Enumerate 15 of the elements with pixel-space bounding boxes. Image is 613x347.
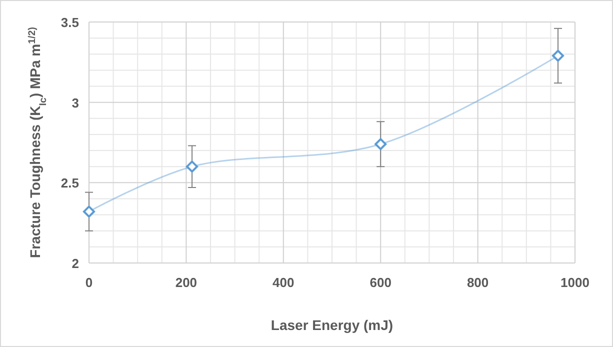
y-tick-label: 3 [72, 95, 79, 110]
point [186, 160, 198, 173]
x-tick-label: 800 [466, 275, 489, 290]
y-tick-label: 2.5 [60, 176, 79, 191]
y-tick-label: 3.5 [60, 15, 79, 30]
x-axis-title: Laser Energy (mJ) [270, 317, 394, 333]
x-tick-label: 0 [85, 275, 93, 290]
x-tick-label: 1000 [560, 275, 590, 290]
point [374, 138, 387, 150]
x-tick-label: 200 [175, 275, 198, 290]
point [83, 206, 95, 218]
point [552, 50, 564, 62]
x-tick-label: 400 [272, 275, 294, 290]
y-tick-label: 2 [72, 256, 79, 271]
x-tick-label: 600 [370, 275, 392, 290]
